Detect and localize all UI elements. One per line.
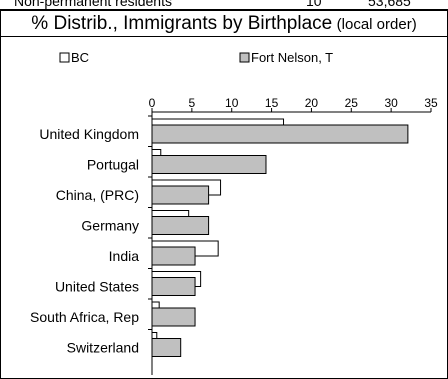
- bar-fort-nelson-switzerland: [151, 338, 182, 357]
- header-row-value-local: 10: [306, 0, 322, 9]
- category-label-south-africa-rep: South Africa, Rep: [30, 309, 139, 325]
- x-tick-label-20: 20: [305, 96, 319, 110]
- bar-fort-nelson-germany: [151, 216, 210, 235]
- category-label-switzerland: Switzerland: [67, 340, 139, 356]
- legend-label-fort-nelson-t: Fort Nelson, T: [251, 50, 333, 65]
- legend-label-bc: BC: [71, 50, 89, 65]
- bar-fort-nelson-united-kingdom: [151, 124, 409, 144]
- legend-swatch-fort-nelson-t: [239, 52, 250, 63]
- bar-fort-nelson-china-prc: [151, 185, 210, 205]
- x-tick-label-10: 10: [225, 96, 239, 110]
- x-tick-label-0: 0: [149, 96, 156, 110]
- legend-swatch-bc: [59, 52, 70, 63]
- category-label-germany: Germany: [81, 218, 139, 234]
- chart-title: % Distrib., Immigrants by Birthplace (lo…: [0, 11, 448, 37]
- x-tick-label-35: 35: [424, 96, 438, 110]
- clipped-header-row: Non-permanent residents 10 53,685: [0, 0, 448, 10]
- header-row-label: Non-permanent residents: [14, 0, 172, 9]
- x-tick-label-5: 5: [189, 96, 196, 110]
- header-row-value-bc: 53,685: [368, 0, 411, 9]
- chart-title-main: % Distrib., Immigrants by Birthplace: [31, 13, 333, 34]
- bar-fort-nelson-south-africa-rep: [151, 307, 196, 327]
- chart-title-subtitle: (local order): [336, 16, 417, 33]
- x-tick-label-25: 25: [345, 96, 359, 110]
- category-label-united-states: United States: [55, 279, 139, 295]
- x-tick-label-15: 15: [265, 96, 279, 110]
- category-label-china-prc: China, (PRC): [56, 187, 139, 203]
- bar-fort-nelson-india: [151, 246, 196, 266]
- bar-fort-nelson-united-states: [151, 277, 196, 296]
- bar-fort-nelson-portugal: [151, 155, 267, 174]
- category-label-india: India: [109, 248, 140, 264]
- category-label-portugal: Portugal: [87, 157, 139, 173]
- category-label-united-kingdom: United Kingdom: [39, 126, 139, 142]
- x-tick-label-30: 30: [384, 96, 398, 110]
